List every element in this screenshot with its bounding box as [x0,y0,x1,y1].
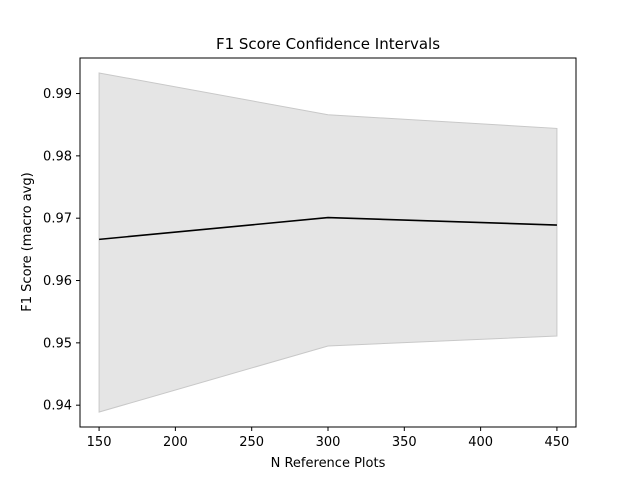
y-tick-label: 0.97 [43,212,72,227]
x-tick-label: 350 [392,435,417,450]
series-line [99,216,557,241]
y-tick-label: 0.96 [43,274,72,289]
x-tick-label: 300 [316,435,341,450]
y-tick-label: 0.95 [43,336,72,351]
x-axis-label: N Reference Plots [271,456,386,471]
confidence-band [98,72,558,413]
x-axis: 150 200 250 300 350 400 450 [87,427,570,450]
x-tick-label: 400 [468,435,493,450]
y-tick-label: 0.94 [43,399,72,414]
x-tick-label: 250 [239,435,264,450]
y-tick-label: 0.98 [43,149,72,164]
x-tick-label: 450 [545,435,570,450]
x-tick-label: 200 [163,435,188,450]
y-axis: 0.94 0.95 0.96 0.97 0.98 0.99 [43,87,80,414]
plot-area [79,57,577,428]
y-tick-label: 0.99 [43,87,72,102]
x-tick-label: 150 [87,435,112,450]
chart-title: F1 Score Confidence Intervals [216,35,440,53]
y-axis-label: F1 Score (macro avg) [20,172,35,311]
